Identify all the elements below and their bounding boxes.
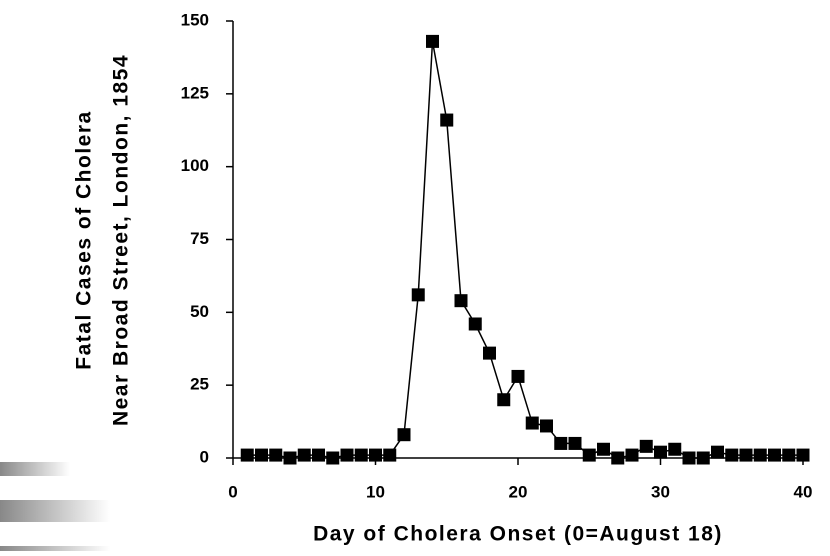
data-point	[568, 436, 582, 450]
y-tick-label: 100	[181, 156, 209, 175]
data-point	[511, 369, 525, 383]
data-point	[611, 451, 625, 465]
data-point	[454, 294, 468, 308]
data-point	[525, 416, 539, 430]
data-point	[682, 451, 696, 465]
data-point	[696, 451, 710, 465]
data-point	[340, 448, 354, 462]
x-tick-label: 40	[794, 482, 813, 501]
x-tick-label: 10	[366, 482, 385, 501]
x-axis-label: Day of Cholera Onset (0=August 18)	[313, 523, 723, 546]
data-point	[582, 448, 596, 462]
x-tick-label: 20	[509, 482, 528, 501]
data-point	[540, 419, 553, 433]
y-tick-label: 0	[200, 447, 209, 466]
data-point	[654, 445, 667, 459]
data-point	[468, 317, 482, 331]
data-point	[411, 288, 425, 302]
data-point	[354, 448, 368, 462]
data-point	[483, 346, 496, 360]
data-point	[668, 442, 682, 456]
x-tick-label: 0	[228, 482, 237, 501]
data-point	[597, 442, 610, 456]
y-tick-label: 50	[190, 302, 209, 321]
data-point	[639, 439, 653, 453]
x-tick-label: 30	[651, 482, 670, 501]
y-label-group: Fatal Cases of Cholera	[73, 110, 96, 369]
data-point	[554, 436, 568, 450]
data-point	[369, 448, 382, 462]
data-point	[782, 448, 796, 462]
data-point	[768, 448, 781, 462]
y-tick-label: 25	[190, 375, 209, 394]
scan-artifact	[0, 462, 70, 476]
y-tick-label: 75	[190, 229, 209, 248]
data-point	[240, 448, 254, 462]
data-point	[255, 448, 268, 462]
data-point	[440, 113, 454, 127]
scan-artifact	[0, 546, 110, 551]
y-label-group: Near Broad Street, London, 1854	[110, 54, 133, 426]
data-point	[725, 448, 739, 462]
data-line	[247, 41, 803, 459]
data-point	[753, 448, 767, 462]
data-point	[312, 448, 325, 462]
y-tick-label: 150	[181, 10, 209, 29]
scan-artifact	[0, 500, 110, 522]
data-point	[326, 451, 340, 465]
data-point	[796, 448, 810, 462]
data-point	[739, 448, 753, 462]
data-point	[625, 448, 639, 462]
data-point	[711, 445, 724, 459]
data-point	[297, 448, 311, 462]
data-point	[497, 393, 511, 407]
y-axis-label: Near Broad Street, London, 1854	[110, 54, 133, 426]
data-point	[383, 448, 397, 462]
data-point	[426, 34, 439, 48]
data-point	[397, 428, 411, 442]
y-axis-label: Fatal Cases of Cholera	[73, 110, 96, 369]
data-point	[283, 451, 297, 465]
data-point	[269, 448, 283, 462]
y-tick-label: 125	[181, 83, 209, 102]
